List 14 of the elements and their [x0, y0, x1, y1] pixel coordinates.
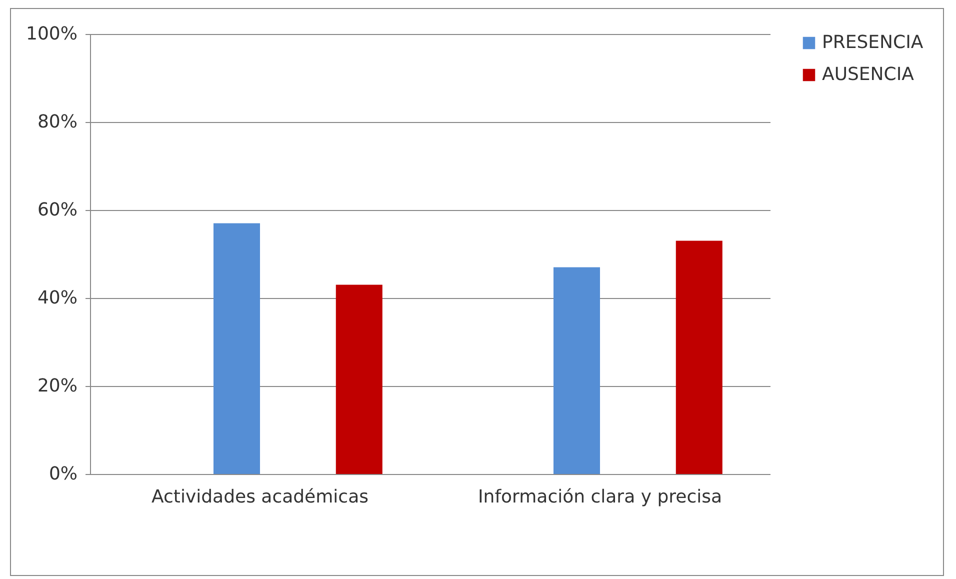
- y-tick-label: 40%: [37, 288, 78, 308]
- legend-label: PRESENCIA: [822, 32, 924, 53]
- x-tick-label: Información clara y precisa: [478, 486, 722, 508]
- y-tick-label: 0%: [48, 464, 78, 484]
- bar: [213, 223, 260, 474]
- y-tick-label: 60%: [37, 200, 78, 220]
- bar: [336, 284, 382, 474]
- x-tick-label: Actividades académicas: [152, 486, 368, 508]
- y-tick-label: 100%: [26, 24, 78, 44]
- bar: [676, 240, 722, 474]
- y-tick-label: 80%: [37, 112, 78, 132]
- legend-label: AUSENCIA: [822, 64, 915, 85]
- y-tick-label: 20%: [37, 376, 78, 396]
- bar: [553, 267, 600, 474]
